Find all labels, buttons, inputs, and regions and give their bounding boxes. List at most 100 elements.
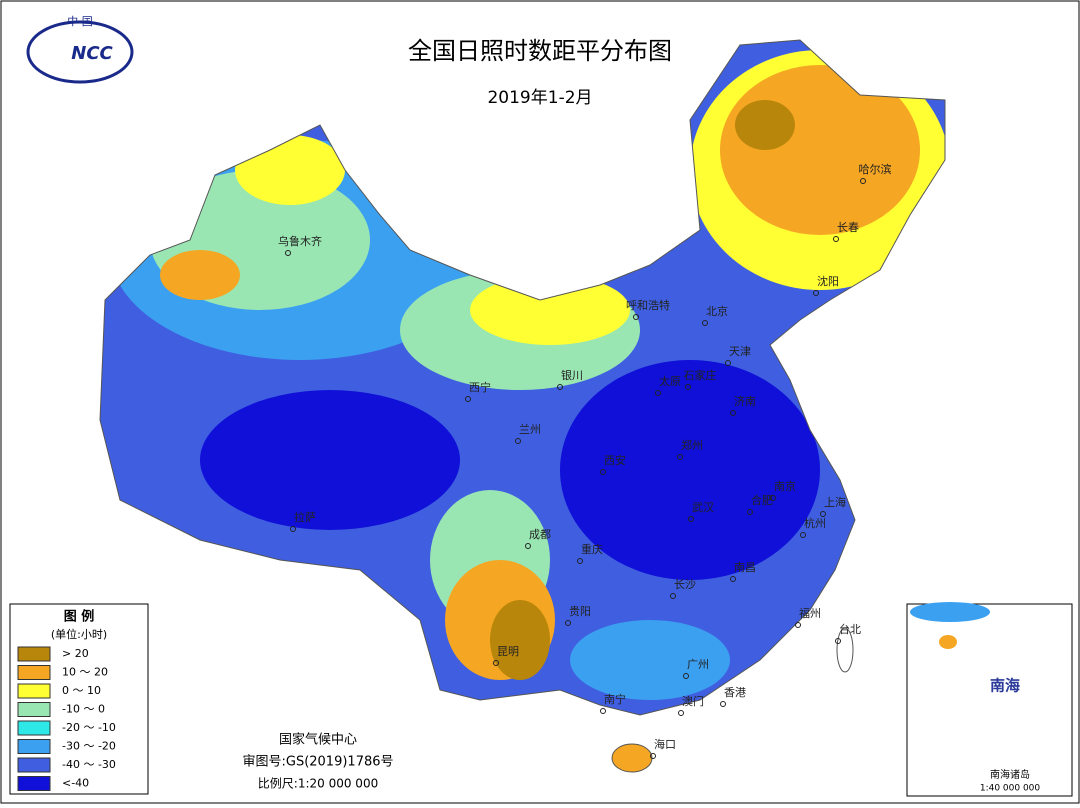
- city-dot: [730, 410, 736, 416]
- city-label: 哈尔滨: [859, 162, 892, 176]
- legend-swatch: [17, 646, 51, 662]
- city-dot: [525, 543, 531, 549]
- city-dot: [670, 593, 676, 599]
- city-label: 贵阳: [569, 605, 591, 618]
- city-dot: [565, 620, 571, 626]
- city-label: 沈阳: [817, 274, 839, 288]
- city-dot: [702, 320, 708, 326]
- legend-label: -30 ～ -20: [62, 740, 116, 753]
- city-dot: [813, 290, 819, 296]
- legend-label: -20 ～ -10: [62, 721, 116, 734]
- city-label: 南昌: [734, 561, 756, 574]
- city-dot: [860, 178, 866, 184]
- city-dot: [677, 454, 683, 460]
- city-dot: [747, 509, 753, 515]
- legend-label: -10 ～ 0: [62, 703, 105, 716]
- city-label: 南宁: [604, 692, 626, 706]
- city-label: 海口: [654, 737, 676, 751]
- legend-label: -40 ～ -30: [62, 758, 116, 771]
- hainan: [611, 743, 653, 773]
- city-label: 乌鲁木齐: [278, 234, 322, 248]
- legend-unit: (单位:小时): [51, 627, 107, 641]
- city-label: 北京: [706, 304, 728, 318]
- city-dot: [600, 708, 606, 714]
- city-label: 长春: [837, 221, 859, 234]
- footer-scale: 比例尺:1:20 000 000: [258, 777, 378, 791]
- city-label: 兰州: [519, 423, 541, 436]
- legend-title: 图 例: [64, 609, 95, 625]
- logo-mark: NCC: [71, 43, 113, 64]
- city-label: 天津: [729, 345, 751, 358]
- city-dot: [600, 469, 606, 475]
- city-label: 银川: [561, 368, 583, 382]
- legend-swatch: [17, 720, 51, 736]
- city-dot: [515, 438, 521, 444]
- city-dot: [820, 511, 826, 517]
- city-dot: [650, 753, 656, 759]
- city-dot: [833, 236, 839, 242]
- city-label: 重庆: [581, 542, 603, 556]
- city-label: 合肥: [751, 493, 773, 507]
- taiwan: [836, 627, 854, 673]
- city-dot: [770, 495, 776, 501]
- legend-label: 0 ～ 10: [62, 684, 101, 697]
- city-label: 澳门: [682, 694, 704, 708]
- subtitle: 2019年1-2月: [487, 88, 592, 108]
- city-label: 福州: [799, 606, 821, 620]
- legend-swatch: [17, 776, 51, 791]
- city-dot: [800, 532, 806, 538]
- footer-approval: 审图号:GS(2019)1786号: [242, 755, 393, 770]
- inset-islands: 南海诸岛: [990, 768, 1030, 781]
- city-dot: [493, 660, 499, 666]
- logo: 中 国 NCC: [26, 15, 134, 84]
- city-label: 长沙: [674, 578, 696, 591]
- border: [99, 39, 946, 716]
- city-label: 西安: [604, 453, 626, 467]
- legend-swatch: [17, 702, 51, 717]
- city-label: 上海: [824, 495, 846, 509]
- city-label: 台北: [839, 622, 861, 636]
- city-dot: [688, 516, 694, 522]
- legend-label: > 20: [62, 647, 89, 660]
- legend-swatch: [17, 665, 51, 680]
- inset-sea: 南海: [990, 677, 1020, 695]
- footer-org: 国家气候中心: [279, 732, 357, 748]
- city-label: 太原: [659, 375, 681, 388]
- city-dot: [290, 526, 296, 532]
- legend-label: 10 ～ 20: [62, 666, 108, 679]
- legend-swatch: [17, 757, 51, 773]
- city-dot: [730, 576, 736, 582]
- city-dot: [285, 250, 291, 256]
- city-dot: [633, 314, 639, 320]
- city-label: 南京: [774, 479, 796, 493]
- city-label: 石家庄: [684, 368, 717, 382]
- city-dot: [720, 701, 726, 707]
- city-dot: [557, 384, 563, 390]
- city-dot: [685, 384, 691, 390]
- city-label: 武汉: [692, 501, 714, 514]
- inset-scale: 1:40 000 000: [980, 784, 1041, 794]
- logo-top: 中 国: [67, 15, 93, 28]
- city-label: 济南: [734, 394, 756, 408]
- city-dot: [835, 638, 841, 644]
- city-dot: [795, 622, 801, 628]
- city-label: 呼和浩特: [626, 298, 670, 312]
- city-label: 广州: [687, 658, 709, 671]
- city-dot: [683, 673, 689, 679]
- city-label: 香港: [724, 686, 746, 699]
- city-label: 西宁: [469, 380, 491, 394]
- city-dot: [725, 360, 731, 366]
- legend: > 20 10 ～ 20 0 ～ 10 -10 ～ 0 -20 ～ -10 -30 ～ -…: [17, 646, 116, 791]
- city-dot: [577, 558, 583, 564]
- legend-swatch: [17, 739, 51, 754]
- city-label: 郑州: [681, 438, 703, 452]
- city-label: 杭州: [804, 516, 826, 530]
- city-dot: [655, 390, 661, 396]
- title: 全国日照时数距平分布图: [408, 37, 672, 65]
- city-dot: [678, 710, 684, 716]
- city-label: 昆明: [497, 645, 519, 658]
- legend-label: <-40: [62, 777, 89, 790]
- city-label: 拉萨: [294, 510, 316, 524]
